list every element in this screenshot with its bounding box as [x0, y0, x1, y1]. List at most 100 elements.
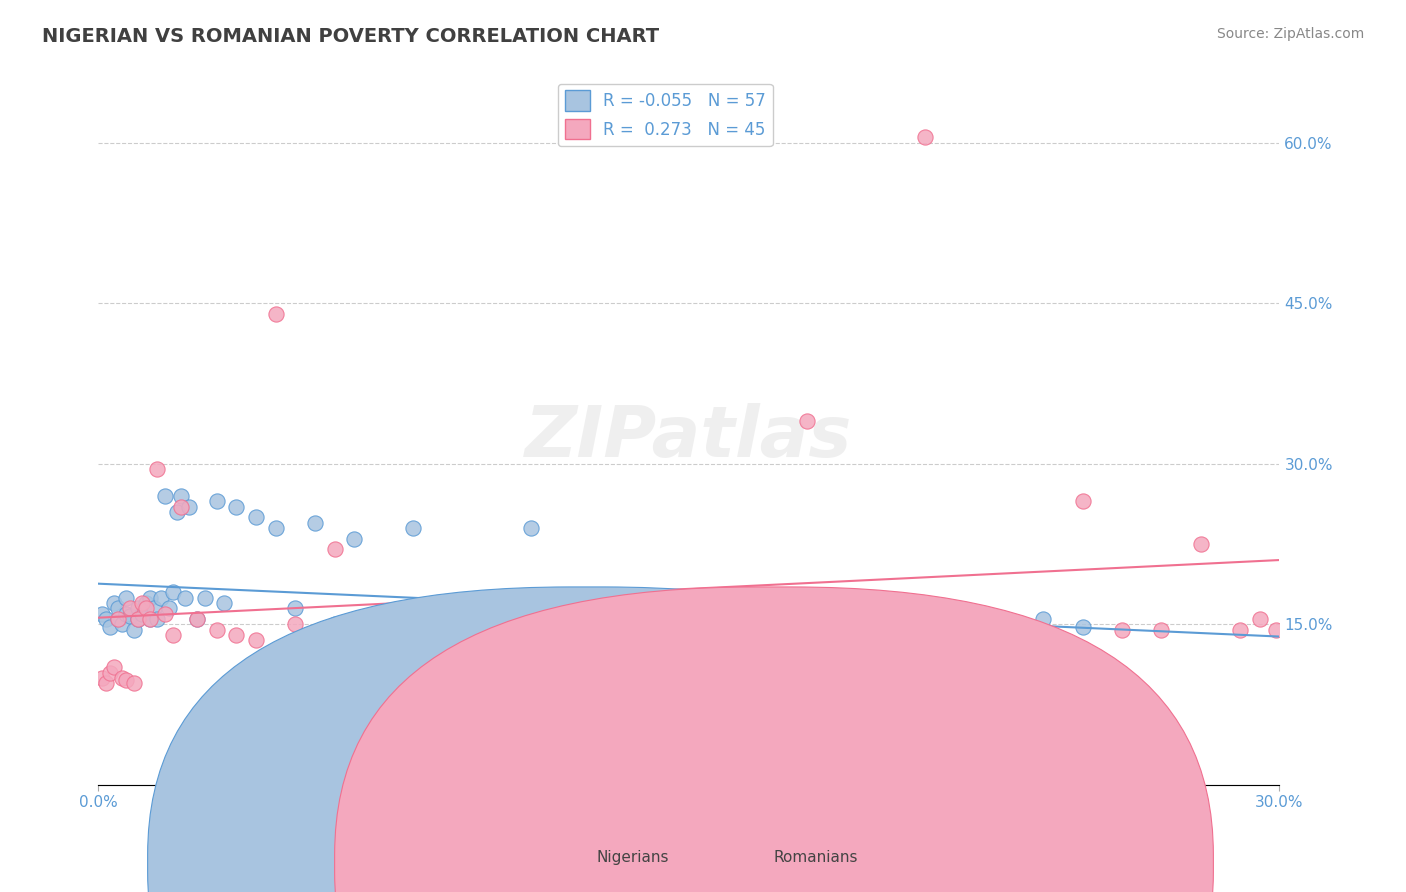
Point: [481, 623, 503, 637]
Point: [717, 612, 740, 626]
Point: [115, 607, 138, 621]
Point: [953, 619, 976, 633]
Point: [1150, 623, 1173, 637]
Point: [796, 623, 818, 637]
Point: [264, 521, 287, 535]
Point: [118, 601, 141, 615]
Point: [953, 623, 976, 637]
Point: [186, 612, 208, 626]
Point: [155, 607, 177, 621]
Point: [343, 532, 366, 546]
Point: [1264, 623, 1286, 637]
Point: [520, 623, 543, 637]
Point: [245, 510, 267, 524]
Text: ZIPatlas: ZIPatlas: [526, 402, 852, 472]
Point: [166, 505, 188, 519]
Point: [138, 591, 160, 605]
Point: [756, 617, 779, 632]
Point: [993, 617, 1015, 632]
Point: [402, 521, 425, 535]
Point: [122, 676, 145, 690]
Point: [170, 489, 193, 503]
Point: [993, 624, 1015, 639]
Point: [96, 612, 118, 626]
Point: [146, 612, 169, 626]
Point: [284, 617, 307, 632]
Point: [1189, 537, 1212, 551]
Y-axis label: Poverty: Poverty: [56, 406, 75, 468]
Point: [914, 628, 936, 642]
Point: [245, 633, 267, 648]
Legend: R = -0.055   N = 57, R =  0.273   N = 45: R = -0.055 N = 57, R = 0.273 N = 45: [558, 84, 772, 146]
Point: [162, 585, 184, 599]
Point: [146, 462, 169, 476]
Point: [205, 494, 228, 508]
Point: [875, 623, 897, 637]
Point: [122, 623, 145, 637]
Point: [225, 628, 247, 642]
Point: [131, 596, 153, 610]
Point: [162, 628, 184, 642]
Point: [157, 601, 180, 615]
Point: [138, 612, 160, 626]
Point: [107, 612, 129, 626]
Point: [107, 601, 129, 615]
Text: Source: ZipAtlas.com: Source: ZipAtlas.com: [1216, 27, 1364, 41]
Point: [875, 612, 897, 626]
Point: [170, 500, 193, 514]
Point: [91, 607, 114, 621]
Point: [678, 628, 700, 642]
Point: [796, 414, 818, 428]
Point: [138, 612, 160, 626]
Point: [135, 601, 157, 615]
Point: [155, 489, 177, 503]
Point: [96, 676, 118, 690]
Point: [214, 596, 236, 610]
Point: [284, 601, 307, 615]
Point: [1071, 494, 1094, 508]
Point: [1032, 612, 1054, 626]
Point: [98, 665, 121, 680]
Point: [111, 671, 134, 685]
Point: [402, 623, 425, 637]
Point: [1229, 623, 1251, 637]
Text: Nigerians: Nigerians: [596, 850, 669, 865]
Point: [103, 660, 125, 674]
Point: [1111, 623, 1133, 637]
Point: [118, 608, 141, 623]
Point: [131, 607, 153, 621]
Text: Romanians: Romanians: [773, 850, 858, 865]
Point: [323, 617, 346, 632]
Point: [835, 628, 858, 642]
Point: [599, 612, 621, 626]
Point: [441, 628, 464, 642]
Point: [150, 591, 173, 605]
Point: [186, 612, 208, 626]
Point: [1071, 619, 1094, 633]
Point: [111, 617, 134, 632]
Point: [717, 628, 740, 642]
Point: [98, 619, 121, 633]
Point: [520, 521, 543, 535]
Point: [441, 612, 464, 626]
Point: [304, 516, 326, 530]
Point: [142, 601, 165, 615]
Point: [103, 596, 125, 610]
Point: [135, 596, 157, 610]
Text: NIGERIAN VS ROMANIAN POVERTY CORRELATION CHART: NIGERIAN VS ROMANIAN POVERTY CORRELATION…: [42, 27, 659, 45]
Point: [481, 628, 503, 642]
Point: [205, 623, 228, 637]
Point: [91, 671, 114, 685]
Point: [107, 612, 129, 626]
Point: [1249, 612, 1271, 626]
Point: [115, 591, 138, 605]
Point: [115, 673, 138, 687]
Point: [560, 612, 582, 626]
Point: [323, 542, 346, 557]
Point: [174, 591, 197, 605]
Point: [127, 612, 149, 626]
Point: [678, 617, 700, 632]
Point: [194, 591, 217, 605]
Point: [363, 623, 385, 637]
Point: [225, 500, 247, 514]
